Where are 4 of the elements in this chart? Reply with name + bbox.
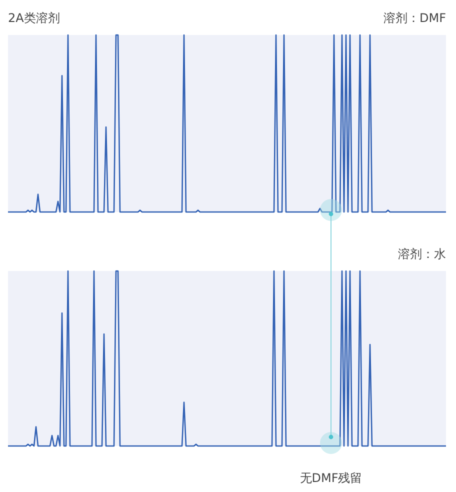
text: 无DMF残留 bbox=[300, 471, 362, 485]
chart-title: 溶剂：水 bbox=[398, 247, 446, 261]
chart-title: 溶剂：DMF bbox=[384, 11, 446, 25]
text: 2A类溶剂 bbox=[8, 11, 60, 25]
